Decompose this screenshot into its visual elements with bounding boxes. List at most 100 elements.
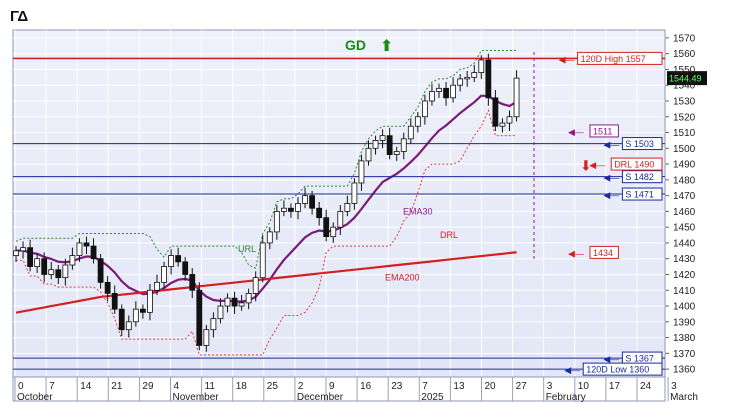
candle-body (471, 72, 478, 78)
level-label: S 1482 (625, 172, 654, 182)
candle-body (147, 289, 153, 313)
candle-body (161, 266, 167, 283)
x-tick-label: 18 (236, 381, 248, 392)
x-tick-label: 7 (422, 381, 428, 392)
level-label: S 1367 (625, 354, 654, 364)
candle-body (464, 76, 471, 80)
y-tick-label: 1360 (673, 365, 696, 376)
url-label: URL (238, 244, 256, 254)
candle-body (238, 302, 245, 307)
marker-arrow-icon: ◀— (568, 127, 584, 137)
candle-body (139, 308, 146, 313)
candle-body (27, 247, 34, 267)
level-label: 120D High 1557 (581, 54, 646, 64)
y-tick-label: 1410 (673, 286, 696, 297)
candle-body (273, 210, 280, 233)
candle-body (175, 255, 182, 263)
marker-arrow-icon: ◀— (589, 160, 605, 170)
candle-body (132, 308, 139, 323)
x-tick-label: 2 (298, 381, 304, 392)
level-label-box (621, 187, 663, 201)
candle-body (429, 91, 435, 102)
candle-body (210, 318, 217, 331)
drl-label: DRL (440, 230, 458, 240)
candle-body (295, 203, 301, 212)
candle-body (457, 78, 464, 86)
y-tick-label: 1490 (673, 160, 696, 171)
level-label-box (621, 137, 663, 151)
y-tick-label: 1370 (673, 349, 696, 360)
url-line (15, 50, 517, 269)
candle-body (506, 116, 513, 124)
candle-body (154, 281, 160, 291)
candle-body (189, 274, 196, 291)
x-tick-label: 29 (142, 381, 154, 392)
candle-body (400, 138, 407, 152)
candle-body (266, 231, 273, 244)
candle-body (104, 281, 111, 294)
marker-label-box (610, 157, 663, 171)
x-month-label: December (297, 392, 344, 403)
candle-body (224, 297, 231, 307)
x-tick-label: 20 (485, 381, 497, 392)
x-tick-label: 4 (174, 381, 180, 392)
x-tick-label: 14 (80, 381, 92, 392)
candle-body (407, 125, 414, 140)
candle-body (168, 255, 175, 267)
candle-body (111, 293, 118, 310)
candle-body (245, 293, 252, 304)
candle-body (118, 308, 125, 331)
candle-body (365, 147, 372, 162)
candle-body (358, 160, 365, 184)
candle-body (478, 59, 485, 73)
y-tick-label: 1450 (673, 223, 696, 234)
candle-body (182, 261, 189, 275)
marker-arrow-icon: ◀— (568, 248, 584, 258)
candle-body (499, 122, 506, 127)
y-tick-label: 1550 (673, 65, 696, 76)
candle-body (288, 207, 294, 212)
candle-body (316, 207, 323, 219)
level-arrow-icon: ◀— (559, 54, 575, 64)
y-tick-label: 1460 (673, 207, 696, 218)
x-tick-label: 0 (18, 381, 24, 392)
x-month-label: November (173, 392, 220, 403)
x-tick-label: 10 (578, 381, 590, 392)
y-tick-label: 1570 (673, 33, 696, 44)
x-tick-label: 13 (453, 381, 465, 392)
candle-body (414, 116, 421, 127)
candle-body (231, 297, 238, 307)
y-tick-label: 1540 (673, 81, 696, 92)
x-tick-label: 23 (391, 381, 403, 392)
y-tick-label: 1440 (673, 238, 696, 249)
x-tick-label: 27 (516, 381, 528, 392)
candle-body (309, 195, 316, 209)
candle-body (323, 217, 330, 238)
last-price-box (667, 71, 707, 86)
level-arrow-icon: ◀— (603, 140, 619, 150)
candle-body (252, 277, 259, 294)
x-tick-label: 7 (49, 381, 55, 392)
up-arrow-icon: ⬆ (380, 36, 393, 55)
y-tick-label: 1520 (673, 112, 696, 123)
x-month-label: February (546, 392, 586, 403)
y-tick-label: 1390 (673, 317, 696, 328)
candle-body (41, 258, 48, 275)
candle-body (34, 258, 41, 267)
candle-body (280, 207, 287, 212)
level-label-box (582, 362, 663, 376)
candle-body (97, 258, 104, 283)
y-tick-label: 1470 (673, 191, 696, 202)
x-tick-label: 25 (267, 381, 279, 392)
plot-area (12, 29, 666, 378)
y-tick-label: 1430 (673, 254, 696, 265)
x-tick-label: 24 (640, 381, 652, 392)
candle-body (20, 247, 26, 252)
candle-body (450, 84, 457, 99)
ticker-symbol: ΓΔ (10, 8, 29, 25)
candle-body (69, 255, 76, 266)
candle-body (203, 329, 210, 346)
y-tick-label: 1560 (673, 49, 696, 60)
candle-body (196, 289, 203, 346)
